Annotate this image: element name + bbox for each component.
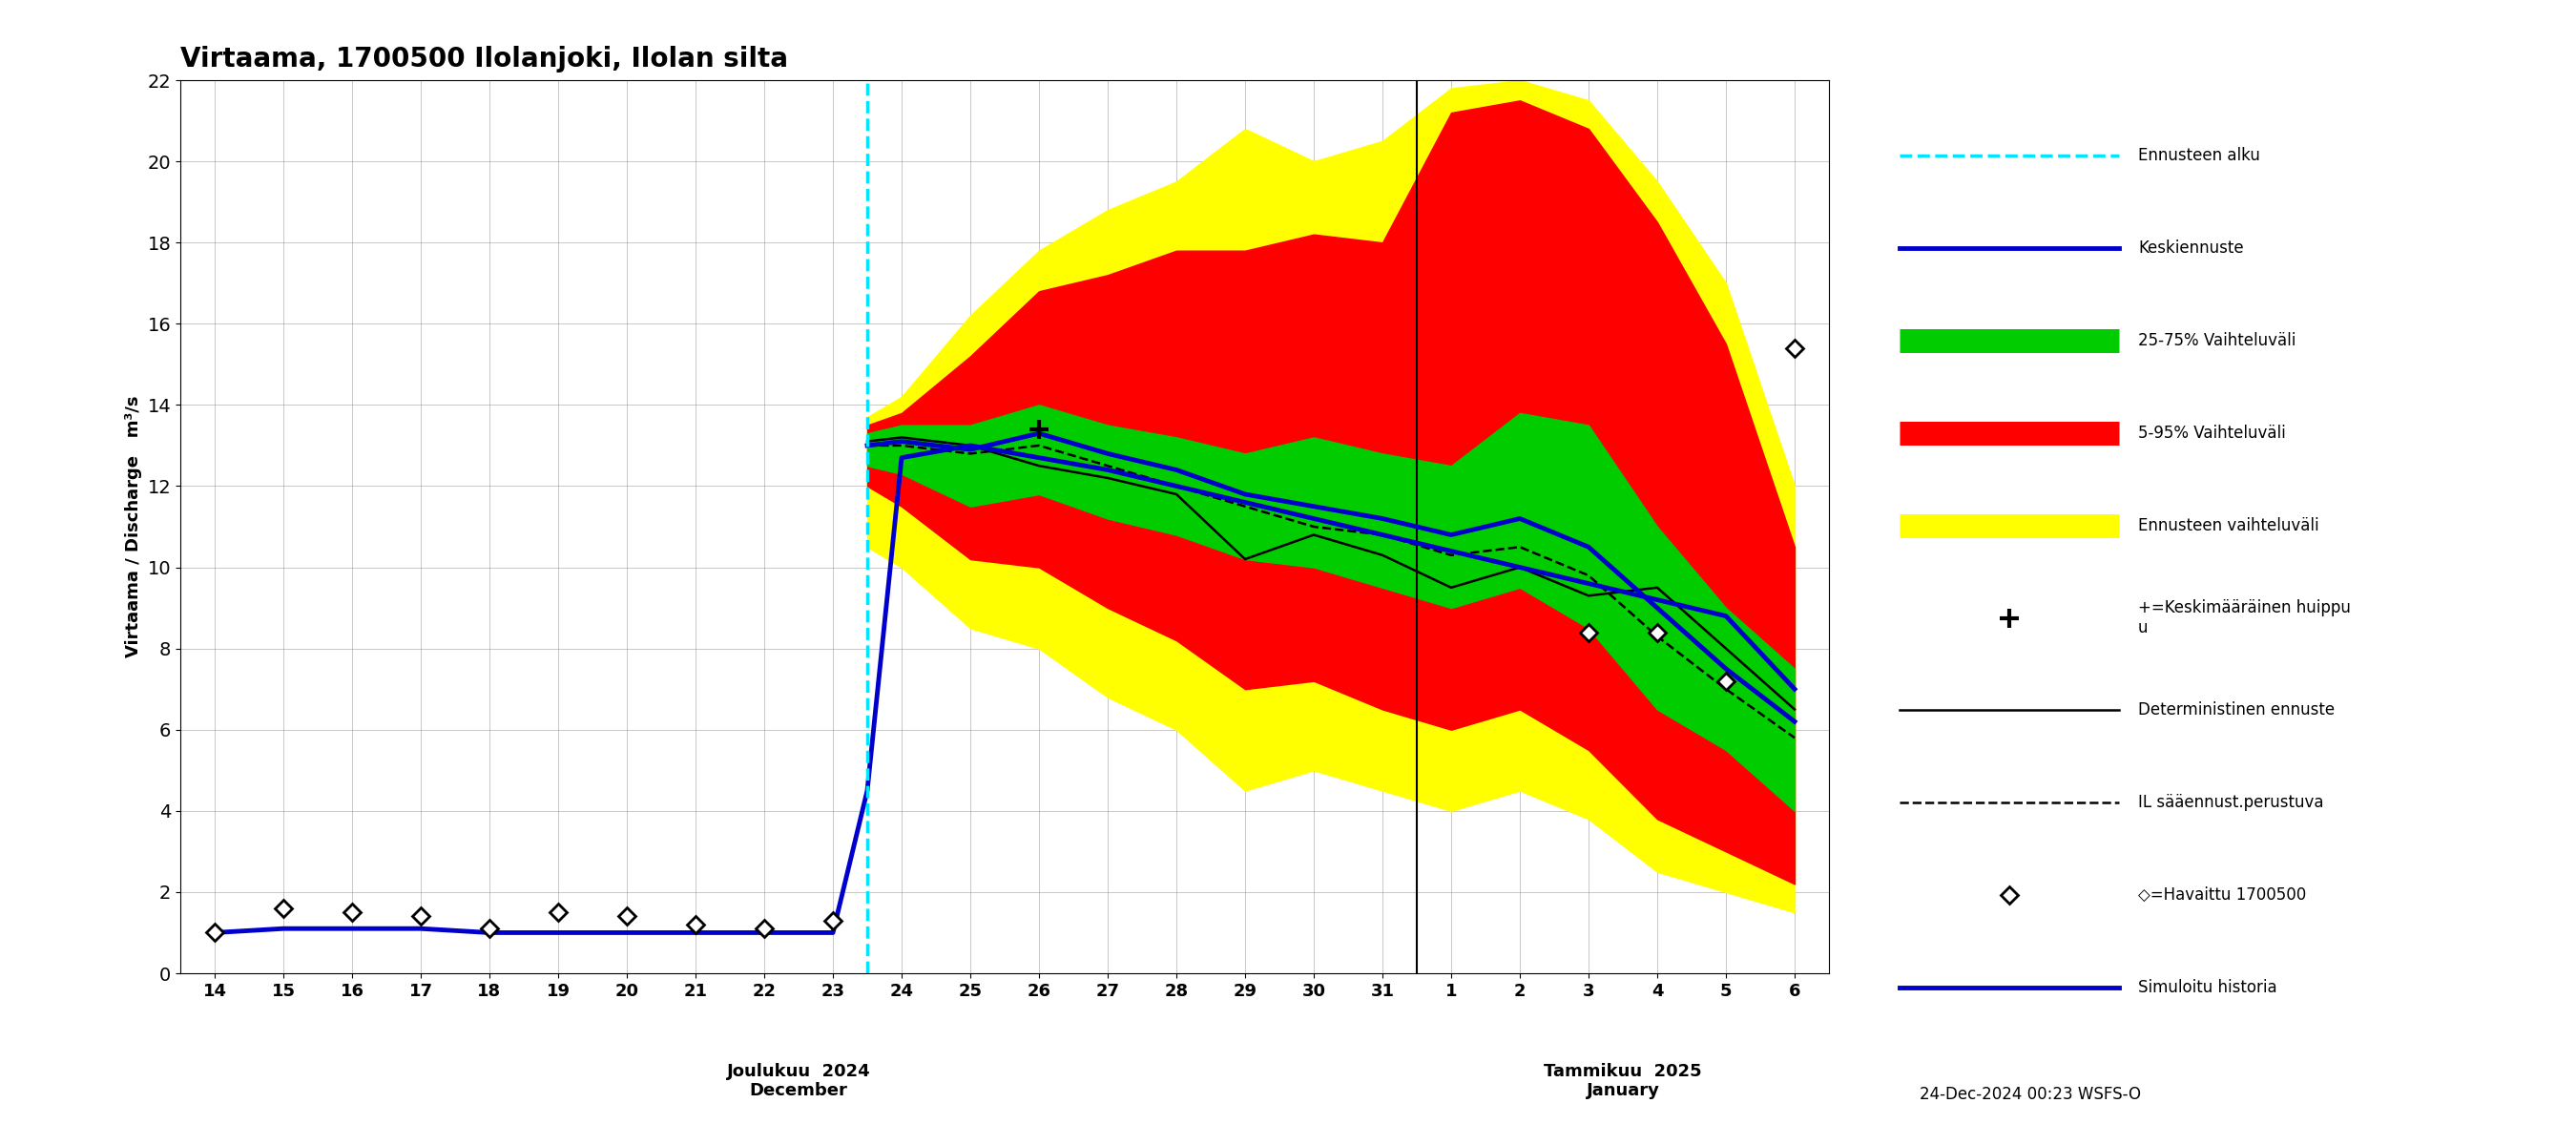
Text: 5-95% Vaihteluväli: 5-95% Vaihteluväli [2138,425,2285,442]
Text: Virtaama, 1700500 Ilolanjoki, Ilolan silta: Virtaama, 1700500 Ilolanjoki, Ilolan sil… [180,46,788,72]
Text: Tammikuu  2025
January: Tammikuu 2025 January [1543,1063,1703,1099]
Text: ◇=Havaittu 1700500: ◇=Havaittu 1700500 [2138,886,2306,903]
Text: IL sääennust.perustuva: IL sääennust.perustuva [2138,795,2324,812]
Text: +​=Keskimääräinen huippu
u: +​=Keskimääräinen huippu u [2138,599,2352,637]
Text: Joulukuu  2024
December: Joulukuu 2024 December [726,1063,871,1099]
Y-axis label: Virtaama / Discharge   m³/s: Virtaama / Discharge m³/s [126,396,142,657]
Text: Deterministinen ennuste: Deterministinen ennuste [2138,702,2334,719]
Text: Keskiennuste: Keskiennuste [2138,239,2244,256]
Text: 24-Dec-2024 00:23 WSFS-O: 24-Dec-2024 00:23 WSFS-O [1919,1085,2141,1103]
Text: Ennusteen vaihteluväli: Ennusteen vaihteluväli [2138,516,2318,534]
Text: Simuloitu historia: Simuloitu historia [2138,979,2277,996]
Text: 25-75% Vaihteluväli: 25-75% Vaihteluväli [2138,332,2295,349]
Text: Ennusteen alku: Ennusteen alku [2138,147,2259,164]
